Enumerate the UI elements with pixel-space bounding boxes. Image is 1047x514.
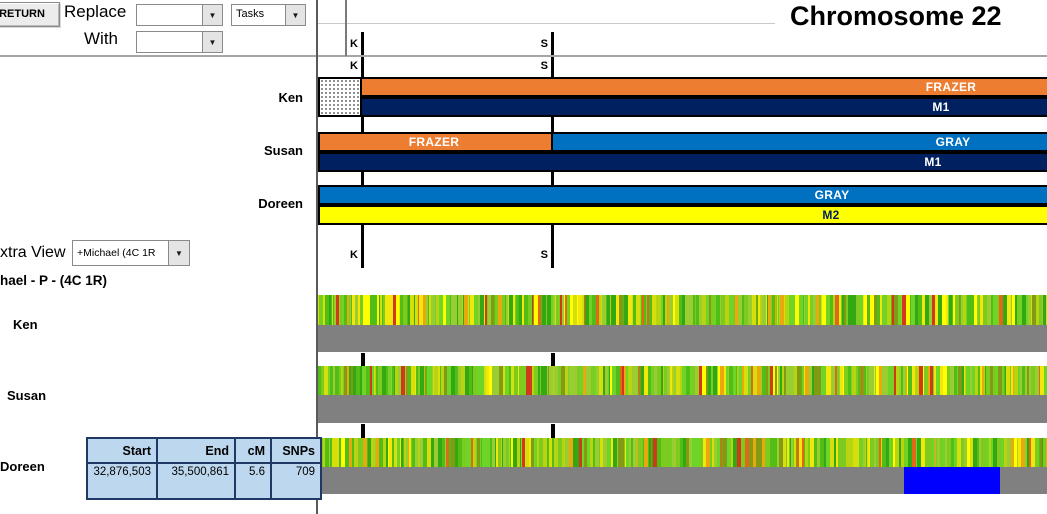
table-cell-snps[interactable]: 709	[270, 462, 322, 500]
pane-divider-vertical	[316, 0, 318, 514]
gap-tick-k	[361, 353, 365, 367]
ken-maternal-segment-bar	[360, 97, 1047, 117]
doreen-segment-label-gray: GRAY	[814, 188, 850, 202]
toolbar-pane-divider	[345, 0, 347, 56]
ken-segment-label-m1: M1	[932, 100, 950, 114]
ken-no-call-region	[318, 77, 362, 117]
return-button[interactable]: RETURN	[0, 2, 60, 27]
doreen-maternal-segment-bar	[318, 205, 1047, 225]
table-cell-cm[interactable]: 5.6	[234, 462, 272, 500]
table-header-start[interactable]: Start	[86, 437, 158, 464]
table-header-row: Start End cM SNPs	[86, 437, 322, 464]
susan-segment-label-m1: M1	[924, 155, 942, 169]
gap-tick-s	[551, 353, 555, 367]
with-dropdown-value	[137, 32, 202, 52]
ruler-label-k: K	[350, 60, 358, 72]
table-cell-end[interactable]: 35,500,861	[156, 462, 236, 500]
replace-dropdown-value	[137, 5, 202, 25]
table-header-snps[interactable]: SNPs	[270, 437, 322, 464]
dropdown-arrow-icon[interactable]: ▼	[168, 241, 189, 265]
replace-label: Replace	[64, 2, 127, 21]
table-row: 32,876,503 35,500,861 5.6 709	[86, 462, 322, 500]
compare-row-name-susan: Susan	[7, 388, 47, 403]
with-label: With	[84, 29, 118, 48]
gap-tick-s	[551, 424, 555, 438]
ruler-label-k: K	[350, 38, 358, 50]
ken-paternal-segment-bar	[360, 77, 1047, 97]
gap-tick-s	[551, 172, 554, 185]
gap-tick-k	[361, 424, 365, 438]
extra-view-dropdown-value: +Michael (4C 1R	[77, 247, 156, 259]
with-dropdown[interactable]: ▼	[136, 31, 223, 53]
compare-row-name-ken: Ken	[13, 317, 38, 332]
ruler-tick-s	[551, 225, 554, 268]
susan-segment-label-gray: GRAY	[935, 135, 971, 149]
gap-tick-k	[361, 172, 364, 185]
ruler-label-k: K	[350, 249, 358, 261]
ruler-tick-s	[551, 32, 554, 55]
susan-segment-label-frazer: FRAZER	[408, 135, 460, 149]
ruler-tick-s	[551, 57, 554, 77]
segment-data-table: Start End cM SNPs 32,876,503 35,500,861 …	[86, 437, 322, 500]
doreen-segment-label-m2: M2	[822, 208, 840, 222]
compare-row-name-doreen: Doreen	[0, 459, 45, 474]
row-gridline	[318, 23, 775, 24]
ken-dna-match-heatmap	[318, 295, 1047, 325]
doreen-dna-match-heatmap	[318, 438, 1047, 467]
dropdown-arrow-icon[interactable]: ▼	[285, 5, 305, 25]
ruler-label-s: S	[540, 249, 548, 261]
gap-tick-k	[361, 117, 364, 132]
susan-paternal-segment-frazer-bar	[318, 132, 551, 152]
susan-dna-match-heatmap	[318, 366, 1047, 395]
table-header-end[interactable]: End	[156, 437, 236, 464]
table-header-cm[interactable]: cM	[234, 437, 272, 464]
map-row-name-susan: Susan	[263, 143, 303, 158]
extra-view-label: xtra View	[0, 244, 66, 261]
doreen-no-match-bar	[318, 467, 1047, 494]
doreen-matching-segment	[904, 467, 1000, 494]
doreen-paternal-segment-bar	[318, 185, 1047, 205]
gap-tick-s	[551, 117, 554, 132]
tasks-dropdown-value: Tasks	[236, 8, 265, 20]
page-title: Chromosome 22	[790, 1, 1002, 31]
map-row-name-doreen: Doreen	[258, 196, 303, 211]
pane-divider-horizontal	[0, 55, 1047, 57]
ken-no-match-bar	[318, 325, 1047, 352]
ruler-tick-k	[361, 225, 364, 268]
ruler-tick-k	[361, 57, 364, 77]
ruler-label-s: S	[540, 60, 548, 72]
dropdown-arrow-icon[interactable]: ▼	[202, 5, 222, 25]
replace-dropdown[interactable]: ▼	[136, 4, 223, 26]
ruler-tick-k	[361, 32, 364, 55]
extra-view-subtitle: hael - P - (4C 1R)	[0, 273, 108, 288]
susan-paternal-segment-gray-bar	[551, 132, 1047, 152]
tasks-dropdown[interactable]: Tasks ▼	[231, 4, 306, 26]
ken-segment-label-frazer: FRAZER	[925, 80, 977, 94]
susan-maternal-segment-bar	[318, 152, 1047, 172]
map-row-name-ken: Ken	[278, 90, 303, 105]
ruler-label-s: S	[540, 38, 548, 50]
table-cell-start[interactable]: 32,876,503	[86, 462, 158, 500]
dropdown-arrow-icon[interactable]: ▼	[202, 32, 222, 52]
extra-view-dropdown[interactable]: +Michael (4C 1R ▼	[72, 240, 190, 266]
susan-no-match-bar	[318, 395, 1047, 423]
